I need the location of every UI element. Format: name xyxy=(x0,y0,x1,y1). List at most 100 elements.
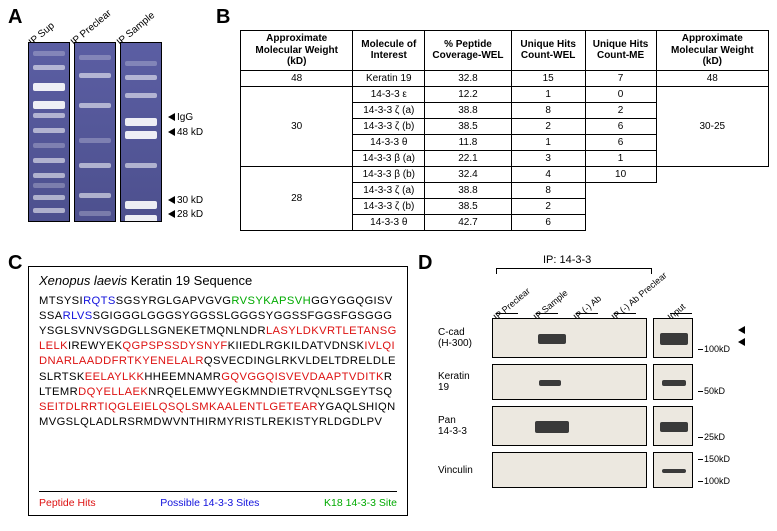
title-rest: Keratin 19 Sequence xyxy=(127,273,252,288)
cell-cov: 32.4 xyxy=(425,166,511,182)
sequence-segment: NAMR xyxy=(187,371,222,383)
sequence-segment: RLVS xyxy=(63,310,93,322)
cell-mol: 14-3-3 ζ (a) xyxy=(353,182,425,198)
arrow-icon xyxy=(168,210,175,218)
blot-input xyxy=(653,364,693,400)
cell-wel: 8 xyxy=(511,102,585,118)
sequence-block: MTSYSIRQTSSGSYRGLGAPVGVGRVSYKAPSVHGGYGGQ… xyxy=(39,294,397,430)
cell-mol: 14-3-3 θ xyxy=(353,214,425,230)
table-header: % Peptide Coverage-WEL xyxy=(425,31,511,71)
cell-wel: 1 xyxy=(511,134,585,150)
sequence-segment: RVSYKAPSVH xyxy=(231,295,311,307)
cell-cov: 38.5 xyxy=(425,118,511,134)
gel-lane-sample xyxy=(120,42,162,222)
cell-mol: Keratin 19 xyxy=(353,70,425,86)
cell-mol: 14-3-3 ζ (b) xyxy=(353,118,425,134)
species-name: Xenopus laevis xyxy=(39,273,127,288)
lane-underline xyxy=(496,313,518,314)
cell-mol: 14-3-3 ζ (b) xyxy=(353,198,425,214)
table-header: Molecule of Interest xyxy=(353,31,425,71)
cell-me: 7 xyxy=(585,70,656,86)
arrow-icon xyxy=(738,338,745,346)
blot-row: Vinculin150kD100kD xyxy=(438,452,768,488)
panel-label-b: B xyxy=(216,6,230,29)
gel-annotation-label: 28 kD xyxy=(177,209,203,220)
table-header: Unique Hits Count-ME xyxy=(585,31,656,71)
blot-band xyxy=(539,380,561,386)
blot-row: Pan14-3-3 25kD xyxy=(438,406,768,446)
sequence-segment: LEIELQSQLSMKAALENTLGETEAR xyxy=(126,401,317,413)
lane-underline xyxy=(670,313,692,314)
blot-band xyxy=(660,422,688,432)
cell-mw-wel: 48 xyxy=(241,70,353,86)
panel-label-c: C xyxy=(8,252,22,275)
legend-k18-site: K18 14-3-3 Site xyxy=(324,497,397,509)
blot-input xyxy=(653,406,693,446)
gel-lane-sup xyxy=(28,42,70,222)
panel-label-a: A xyxy=(8,6,22,29)
sequence-segment: GGYGG xyxy=(311,295,355,307)
mw-marker: 100kD xyxy=(698,344,730,354)
table-row: 48Keratin 1932.815748 xyxy=(241,70,769,86)
arrow-icon xyxy=(168,128,175,136)
cell-mol: 14-3-3 θ xyxy=(353,134,425,150)
cell-cov: 11.8 xyxy=(425,134,511,150)
sequence-segment: IREWYEK xyxy=(68,340,122,352)
panel-d-lane-labels: IP PreclearIP SampleIP (-) AbIP (-) Ab P… xyxy=(496,256,756,314)
cell-cov: 38.8 xyxy=(425,182,511,198)
sequence-segment: LASYL xyxy=(266,325,303,337)
lane-underline xyxy=(614,313,636,314)
blot-band xyxy=(662,380,686,386)
blot-group xyxy=(492,318,693,358)
mw-marker: 50kD xyxy=(698,386,725,396)
table-row: 2814-3-3 β (b)32.4410 xyxy=(241,166,769,182)
cell-mol: 14-3-3 ε xyxy=(353,86,425,102)
cell-wel: 3 xyxy=(511,150,585,166)
sequence-segment: N xyxy=(148,386,156,398)
sequence-segment: SGIGGGLGGGSYGGSSLGGGSYGGSSFGG xyxy=(93,310,333,322)
sequence-segment: RGKILDATVDNSK xyxy=(266,340,365,352)
blot-main xyxy=(492,364,647,400)
tick-icon xyxy=(698,349,703,350)
tick-icon xyxy=(698,391,703,392)
mw-marker: 100kD xyxy=(698,476,730,486)
gel-annotation: IgG xyxy=(168,112,193,123)
gel-annotation: 30 kD xyxy=(168,195,203,206)
blot-group xyxy=(492,406,693,446)
blot-row-label: Keratin19 xyxy=(438,371,492,393)
sequence-segment: GQVGGQISVEVDAAPTVDITK xyxy=(221,371,384,383)
blot-band xyxy=(662,469,686,473)
legend-1433-sites: Possible 14-3-3 Sites xyxy=(160,497,259,509)
sequence-segment: QSV xyxy=(204,355,229,367)
sequence-segment: SEITDLRRTIQG xyxy=(39,401,126,413)
panel-c: Xenopus laevis Keratin 19 Sequence MTSYS… xyxy=(28,266,408,516)
cell-wel: 2 xyxy=(511,118,585,134)
tick-icon xyxy=(698,459,703,460)
cell-mw-me: 48 xyxy=(656,70,768,86)
cell-wel: 8 xyxy=(511,182,585,198)
panel-c-title: Xenopus laevis Keratin 19 Sequence xyxy=(39,273,397,288)
panel-d-rows: C-cad(H-300)100kD Keratin19 50kD Pan14-3-3 2… xyxy=(438,318,768,494)
panel-b: Approximate Molecular Weight (kD)Molecul… xyxy=(240,30,769,231)
gel-lane-preclear xyxy=(74,42,116,222)
tick-icon xyxy=(698,481,703,482)
blot-row-label: Pan14-3-3 xyxy=(438,415,492,437)
cell-me: 6 xyxy=(585,134,656,150)
cell-mw-me: 30-25 xyxy=(656,86,768,166)
blot-row: C-cad(H-300)100kD xyxy=(438,318,768,358)
table-row: 3014-3-3 ε12.21030-25 xyxy=(241,86,769,102)
cell-me: 2 xyxy=(585,102,656,118)
arrow-icon xyxy=(168,113,175,121)
cell-mol: 14-3-3 ζ (a) xyxy=(353,102,425,118)
panel-a: IP Sup IP Preclear IP Sample IgG48 kD30 … xyxy=(28,4,204,232)
blot-lane-label: IP Preclear xyxy=(492,286,532,322)
cell-mw-wel: 30 xyxy=(241,86,353,166)
blot-lane-label: IP Sample xyxy=(532,288,570,322)
sequence-segment: RQELEMWYEGKMNDIETRVQNLSGEYTSQ xyxy=(157,386,393,398)
mw-marker: 25kD xyxy=(698,432,725,442)
gel-annotation-label: 48 kD xyxy=(177,127,203,138)
blot-lane-label: IP (-) Ab Preclear xyxy=(610,270,669,322)
blot-row-label: Vinculin xyxy=(438,465,492,476)
cell-wel: 2 xyxy=(511,198,585,214)
panel-label-d: D xyxy=(418,252,432,275)
